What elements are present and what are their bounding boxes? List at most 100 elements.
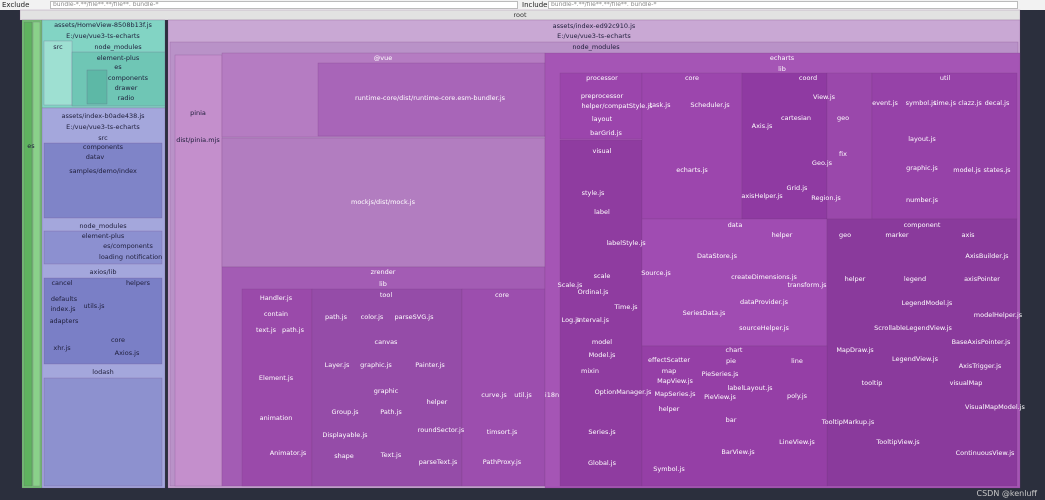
module-label: @vue	[374, 54, 392, 62]
module-box	[317, 62, 546, 137]
module-label: E:/vue/vue3-ts-echarts	[66, 32, 140, 40]
module-label: BarView.js	[721, 448, 755, 456]
module-label: barGrid.js	[590, 129, 622, 137]
module-label: samples/demo/index	[69, 167, 137, 175]
module-label: element-plus	[82, 232, 125, 240]
module-label: OptionManager.js	[595, 388, 652, 396]
module-box	[641, 72, 743, 220]
module-label: loading	[99, 253, 123, 261]
module-label: Ordinal.js	[578, 288, 609, 296]
module-label: runtime-core/dist/runtime-core.esm-bundl…	[355, 94, 506, 102]
module-label: node_modules	[79, 222, 127, 230]
exclude-input[interactable]: bundle-*.**/file**.**/file**. bundle-*	[50, 1, 518, 9]
module-label: coord	[799, 74, 817, 82]
module-label: LineView.js	[779, 438, 815, 446]
module-label: Axios.js	[115, 349, 140, 357]
module-box	[221, 137, 546, 268]
module-label: assets/HomeView-8508b13f.js	[54, 21, 152, 29]
module-label: Grid.js	[787, 184, 809, 192]
module-label: transform.js	[787, 281, 827, 289]
module-label: lib	[778, 65, 786, 73]
module-label: visual	[593, 147, 612, 155]
module-label: adapters	[50, 317, 79, 325]
module-label: graphic	[374, 387, 399, 395]
module-label: number.js	[906, 196, 939, 204]
module-label: Group.js	[331, 408, 359, 416]
root-label: root	[513, 11, 526, 19]
module-label: element-plus	[97, 54, 140, 62]
module-label: Displayable.js	[322, 431, 368, 439]
module-label: core	[495, 291, 509, 299]
module-label: mockjs/dist/mock.js	[351, 198, 416, 206]
module-label: helper	[845, 275, 866, 283]
module-label: data	[728, 221, 743, 229]
module-label: xhr.js	[53, 344, 71, 352]
module-label: graphic.js	[906, 164, 938, 172]
module-box	[32, 21, 41, 487]
module-label: util.js	[514, 391, 532, 399]
module-label: Global.js	[588, 459, 617, 467]
module-label: Geo.js	[812, 159, 833, 167]
module-label: path.js	[325, 313, 348, 321]
module-label: View.js	[813, 93, 836, 101]
module-label: index.js	[50, 305, 76, 313]
module-box	[741, 72, 828, 220]
module-label: parseSVG.js	[394, 313, 434, 321]
module-label: fix	[839, 150, 847, 158]
module-box	[43, 230, 163, 265]
module-label: tool	[380, 291, 393, 299]
module-box	[559, 139, 643, 487]
module-label: TooltipView.js	[875, 438, 920, 446]
module-label: clazz.js	[958, 99, 982, 107]
include-input[interactable]: bundle-*.**/file**.**/file**. bundle-*	[548, 1, 1018, 9]
module-label: geo	[837, 114, 849, 122]
module-label: Handler.js	[260, 294, 293, 302]
include-label: Include	[522, 1, 548, 9]
module-label: color.js	[361, 313, 384, 321]
module-label: Layer.js	[325, 361, 350, 369]
module-label: marker	[885, 231, 909, 239]
module-label: mixin	[581, 367, 599, 375]
module-label: helper	[427, 398, 448, 406]
module-label: label	[594, 208, 610, 216]
module-label: Model.js	[589, 351, 616, 359]
module-label: src	[98, 134, 108, 142]
module-label: line	[791, 357, 803, 365]
module-label: decal.js	[985, 99, 1010, 107]
module-label: visualMap	[950, 379, 983, 387]
module-label: time.js	[934, 99, 957, 107]
module-label: map	[662, 367, 676, 375]
module-label: bar	[726, 416, 737, 424]
module-label: E:/vue/vue3-ts-echarts	[557, 32, 631, 40]
module-label: labelStyle.js	[606, 239, 646, 247]
module-label: Symbol.js	[653, 465, 685, 473]
module-label: util	[940, 74, 950, 82]
module-label: style.js	[582, 189, 605, 197]
module-label: echarts.js	[676, 166, 708, 174]
module-label: labelLayout.js	[727, 384, 773, 392]
module-label: VisualMapModel.js	[965, 403, 1026, 411]
module-label: legend	[904, 275, 926, 283]
module-label: BaseAxisPointer.js	[952, 338, 1011, 346]
module-label: DataStore.js	[697, 252, 738, 260]
module-label: path.js	[282, 326, 305, 334]
module-label: LegendView.js	[892, 355, 939, 363]
module-label: node_modules	[572, 43, 620, 51]
module-label: component	[904, 221, 941, 229]
module-label: LegendModel.js	[902, 299, 953, 307]
module-label: i18n	[545, 391, 559, 399]
module-label: Painter.js	[415, 361, 445, 369]
module-label: text.js	[256, 326, 277, 334]
exclude-label: Exclude	[2, 1, 30, 9]
module-box	[43, 277, 163, 365]
module-box	[23, 21, 33, 487]
module-label: task.js	[650, 101, 672, 109]
module-label: zrender	[371, 268, 396, 276]
module-label: es	[114, 63, 122, 71]
module-label: Time.js	[613, 303, 638, 311]
module-label: Text.js	[380, 451, 402, 459]
module-label: lodash	[92, 368, 113, 376]
module-label: components	[108, 74, 149, 82]
module-label: Scale.js	[558, 281, 583, 289]
module-label: utils.js	[84, 302, 106, 310]
